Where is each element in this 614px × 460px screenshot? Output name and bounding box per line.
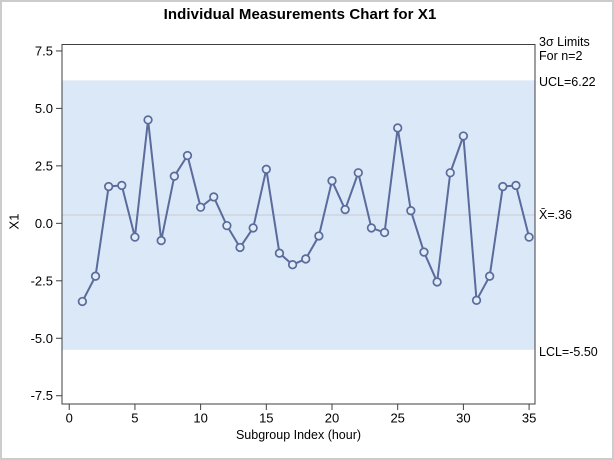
- data-point-marker: [406, 206, 416, 216]
- data-point-marker: [130, 232, 140, 242]
- x-tick-label: 35: [522, 411, 536, 426]
- y-tick-label: -2.5: [31, 273, 53, 288]
- data-point-marker: [77, 296, 88, 307]
- data-point-marker: [143, 115, 153, 125]
- data-point-marker: [182, 150, 193, 161]
- x-tick-label: 0: [66, 411, 73, 426]
- chart-title: Individual Measurements Chart for X1: [163, 6, 437, 23]
- y-tick-label: 7.5: [35, 43, 53, 58]
- x-tick-label: 25: [390, 411, 404, 426]
- data-point-marker: [209, 192, 219, 202]
- data-point-marker: [419, 247, 429, 257]
- data-point-marker: [485, 271, 495, 281]
- data-point-marker: [169, 171, 179, 181]
- data-point-marker: [366, 223, 377, 233]
- data-point-marker: [195, 202, 206, 212]
- y-tick-label: -5.0: [31, 331, 53, 346]
- data-point-marker: [90, 271, 101, 281]
- y-tick-label: -7.5: [31, 388, 53, 403]
- x-tick-label: 15: [259, 411, 273, 426]
- x-tick-label: 30: [456, 411, 470, 426]
- sigma-limits-note: 3σ Limits For n=2: [539, 35, 590, 63]
- data-point-marker: [340, 204, 350, 215]
- x-tick-label: 20: [325, 411, 339, 426]
- sigma-limits-line1: 3σ Limits: [539, 35, 590, 49]
- data-point-marker: [261, 164, 271, 174]
- data-point-marker: [314, 231, 324, 241]
- data-point-marker: [248, 223, 258, 233]
- data-point-marker: [156, 235, 166, 246]
- y-tick-label: 0.0: [35, 216, 53, 231]
- mean-label: X̄=.36: [539, 208, 573, 222]
- plot-frame: [61, 44, 536, 405]
- x-tick-label: 10: [193, 411, 207, 426]
- data-point-marker: [471, 295, 482, 305]
- x-tick-label: 5: [131, 411, 138, 426]
- data-point-marker: [353, 168, 363, 178]
- data-point-marker: [287, 260, 298, 270]
- lcl-label: LCL=-5.50: [539, 345, 598, 359]
- data-point-marker: [445, 168, 455, 178]
- y-axis-label: X1: [6, 213, 22, 230]
- data-point-marker: [458, 131, 469, 141]
- data-point-marker: [222, 220, 232, 231]
- sigma-limits-line2: For n=2: [539, 49, 583, 63]
- x-axis-label: Subgroup Index (hour): [235, 428, 362, 442]
- y-tick-label: 2.5: [35, 158, 53, 173]
- data-point-marker: [511, 180, 521, 191]
- data-point-marker: [301, 254, 311, 264]
- data-point-marker: [432, 277, 442, 287]
- data-point-marker: [235, 242, 245, 253]
- data-point-marker: [379, 227, 390, 238]
- data-point-marker: [274, 248, 285, 258]
- data-point-marker: [327, 176, 337, 186]
- data-point-marker: [103, 181, 114, 192]
- ucl-label: UCL=6.22: [539, 75, 596, 89]
- data-point-marker: [524, 232, 534, 242]
- data-point-marker: [117, 180, 127, 191]
- y-tick-label: 5.0: [35, 101, 53, 116]
- data-point-marker: [393, 123, 403, 133]
- data-point-marker: [498, 181, 508, 192]
